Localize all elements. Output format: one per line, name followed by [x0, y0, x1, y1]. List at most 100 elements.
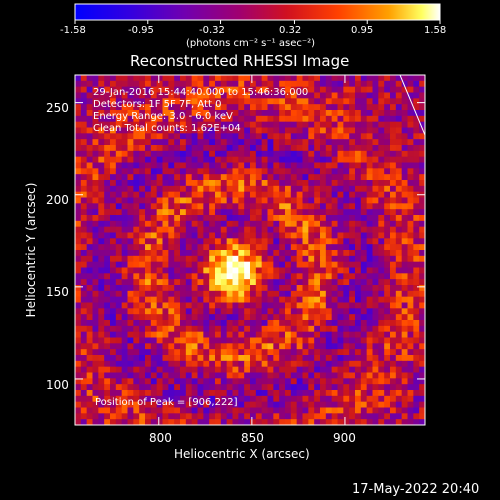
heatmap-cell — [156, 314, 163, 321]
heatmap-cell — [419, 349, 425, 356]
heatmap-cell — [314, 110, 321, 117]
heatmap-cell — [145, 366, 152, 373]
heatmap-cell — [337, 279, 344, 286]
heatmap-cell — [127, 139, 134, 146]
heatmap-cell — [75, 174, 82, 181]
heatmap-cell — [191, 314, 198, 321]
heatmap-cell — [86, 80, 93, 88]
heatmap-cell — [156, 174, 163, 181]
heatmap-cell — [150, 197, 158, 204]
heatmap-cell — [337, 419, 344, 425]
heatmap-cell — [80, 86, 88, 93]
heatmap-cell — [407, 419, 414, 425]
heatmap-cell — [92, 378, 99, 385]
heatmap-cell — [250, 337, 257, 344]
heatmap-cell — [308, 366, 315, 373]
heatmap-cell — [238, 139, 245, 146]
heatmap-cell — [331, 349, 338, 356]
heatmap-cell — [174, 273, 181, 280]
heatmap-cell — [191, 168, 198, 175]
heatmap-cell — [203, 337, 210, 344]
heatmap-cell — [384, 110, 391, 117]
heatmap-cell — [314, 372, 321, 379]
heatmap-cell — [320, 215, 327, 222]
heatmap-cell — [156, 285, 163, 292]
heatmap-cell — [343, 232, 350, 239]
heatmap-cell — [419, 86, 425, 93]
heatmap-cell — [168, 191, 175, 198]
heatmap-cell — [197, 139, 204, 146]
heatmap-cell — [250, 308, 257, 315]
heatmap-cell — [308, 156, 315, 163]
heatmap-cell — [384, 145, 391, 152]
heatmap-cell — [419, 250, 425, 257]
heatmap-cell — [267, 133, 274, 140]
heatmap-cell — [168, 150, 175, 158]
heatmap-cell — [314, 314, 321, 321]
heatmap-cell — [197, 133, 204, 140]
heatmap-cell — [104, 407, 111, 414]
heatmap-cell — [75, 384, 82, 391]
heatmap-cell — [308, 145, 315, 152]
heatmap-cell — [302, 110, 309, 117]
heatmap-cell — [232, 296, 239, 303]
heatmap-cell — [92, 115, 99, 123]
heatmap-cell — [168, 215, 175, 222]
heatmap-cell — [174, 390, 181, 397]
heatmap-cell — [139, 220, 146, 228]
heatmap-cell — [413, 232, 420, 239]
colorbar-gradient — [75, 4, 440, 20]
heatmap-cell — [104, 238, 111, 245]
heatmap-cell — [343, 168, 350, 175]
heatmap-cell — [285, 343, 292, 350]
heatmap-cell — [162, 92, 169, 99]
heatmap-cell — [320, 220, 327, 228]
heatmap-cell — [80, 413, 88, 420]
heatmap-cell — [92, 296, 99, 303]
heatmap-cell — [320, 75, 327, 82]
heatmap-cell — [267, 331, 274, 338]
heatmap-cell — [86, 255, 93, 263]
heatmap-cell — [197, 80, 204, 88]
heatmap-cell — [139, 174, 146, 181]
heatmap-cell — [104, 139, 111, 146]
heatmap-cell — [174, 185, 181, 193]
heatmap-cell — [250, 349, 257, 356]
heatmap-cell — [407, 162, 414, 169]
heatmap-cell — [191, 156, 198, 163]
heatmap-cell — [238, 209, 245, 216]
heatmap-cell — [115, 168, 123, 175]
heatmap-cell — [133, 407, 140, 414]
heatmap-cell — [203, 401, 210, 408]
heatmap-cell — [220, 232, 228, 239]
heatmap-cell — [302, 86, 309, 93]
heatmap-cell — [349, 150, 356, 158]
heatmap-cell — [337, 180, 344, 187]
heatmap-cell — [395, 285, 403, 292]
heatmap-cell — [92, 314, 99, 321]
heatmap-cell — [413, 156, 420, 163]
heatmap-cell — [296, 360, 303, 368]
heatmap-cell — [331, 261, 338, 268]
heatmap-cell — [215, 360, 222, 368]
heatmap-cell — [104, 395, 111, 403]
heatmap-cell — [401, 407, 408, 414]
heatmap-cell — [121, 384, 128, 391]
heatmap-cell — [349, 372, 356, 379]
heatmap-cell — [232, 191, 239, 198]
heatmap-cell — [150, 337, 158, 344]
heatmap-cell — [250, 156, 257, 163]
heatmap-cell — [80, 127, 88, 134]
heatmap-cell — [343, 355, 350, 362]
heatmap-cell — [419, 197, 425, 204]
heatmap-cell — [180, 419, 187, 425]
heatmap-cell — [180, 115, 187, 123]
heatmap-cell — [261, 203, 268, 210]
heatmap-cell — [395, 244, 403, 251]
heatmap-cell — [390, 331, 397, 338]
heatmap-cell — [226, 185, 233, 193]
heatmap-cell — [320, 366, 327, 373]
heatmap-cell — [343, 92, 350, 99]
heatmap-cell — [133, 360, 140, 368]
heatmap-cell — [413, 215, 420, 222]
